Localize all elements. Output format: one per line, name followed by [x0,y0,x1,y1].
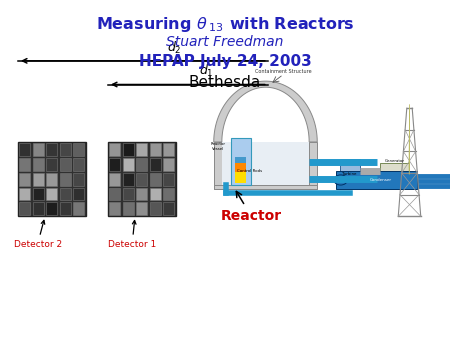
Bar [73,143,84,156]
Bar [46,143,57,156]
Bar [33,202,44,215]
Bar [19,188,30,200]
Bar [150,143,161,156]
Bar [150,202,161,215]
Bar [336,171,417,189]
Bar [109,202,120,215]
Bar [46,158,57,171]
Bar [60,188,71,200]
Bar [19,143,30,156]
Bar [123,143,134,156]
Bar [19,158,30,171]
Bar [136,143,147,156]
Bar [150,173,161,186]
Text: Containment Structure: Containment Structure [255,69,312,74]
Bar [163,158,174,171]
Text: $d_1$: $d_1$ [198,63,213,79]
Bar [309,142,317,189]
Bar [380,163,410,178]
Bar [163,173,174,186]
Bar [163,188,174,200]
Text: Detector 2: Detector 2 [14,220,62,249]
Bar [230,138,251,185]
Bar [136,173,147,186]
Text: Reactor
Vessel: Reactor Vessel [211,142,226,151]
Text: Control Rods: Control Rods [237,169,262,173]
Bar [123,173,134,186]
Bar [73,158,84,171]
Text: Reactor: Reactor [220,191,282,223]
Bar [109,173,120,186]
Bar [222,142,309,185]
Bar [123,188,134,200]
Bar [235,172,246,183]
Bar [123,202,134,215]
Bar [46,173,57,186]
Bar [214,185,317,189]
Bar [235,157,246,163]
Text: $d_2$: $d_2$ [167,40,182,56]
Bar [60,143,71,156]
Bar [235,163,246,172]
Bar [123,158,134,171]
Bar [33,188,44,200]
Bar [18,142,86,216]
Bar [136,202,147,215]
Bar [33,173,44,186]
Text: HEPAP July 24, 2003: HEPAP July 24, 2003 [139,54,311,69]
Text: Turbine: Turbine [342,172,357,176]
Text: Measuring $\theta\,_{13}$ with Reactors: Measuring $\theta\,_{13}$ with Reactors [96,15,354,34]
Bar [136,158,147,171]
Text: Bethesda: Bethesda [189,75,261,90]
Bar [108,142,176,216]
Bar [136,188,147,200]
Bar [73,202,84,215]
Circle shape [334,175,347,185]
Bar [33,158,44,171]
Bar [46,202,57,215]
Text: Generator: Generator [385,159,405,163]
Bar [109,158,120,171]
Bar [60,202,71,215]
Text: Stuart Freedman: Stuart Freedman [166,35,284,49]
Text: Condenser: Condenser [369,178,392,182]
Bar [19,202,30,215]
Bar [73,188,84,200]
Bar [60,173,71,186]
Polygon shape [214,81,317,142]
Bar [150,158,161,171]
Bar [214,142,222,189]
Bar [109,188,120,200]
Bar [163,202,174,215]
Bar [60,158,71,171]
Bar [109,143,120,156]
Bar [73,173,84,186]
Bar [150,188,161,200]
Bar [46,188,57,200]
Bar [19,173,30,186]
Text: Detector 1: Detector 1 [108,220,156,249]
Bar [339,159,360,183]
Bar [33,143,44,156]
Bar [163,143,174,156]
